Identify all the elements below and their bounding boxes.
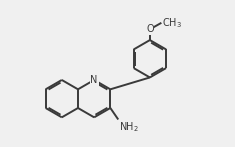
Text: N: N xyxy=(90,75,98,85)
Text: CH$_3$: CH$_3$ xyxy=(162,16,182,30)
Text: O: O xyxy=(146,24,154,34)
Text: NH$_2$: NH$_2$ xyxy=(119,120,139,134)
